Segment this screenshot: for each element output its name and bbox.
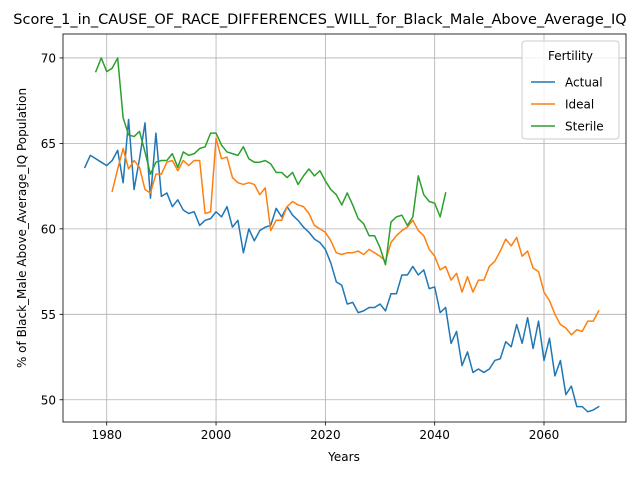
y-tick-label: 60 [41,222,56,236]
x-tick-label: 2000 [201,428,232,442]
series-line-ideal [111,137,600,336]
x-tick-label: 2040 [419,428,450,442]
legend: Fertility Actual Ideal Sterile [521,40,620,140]
legend-title: Fertility [548,49,593,63]
y-tick-label: 65 [41,137,56,151]
legend-items: Actual Ideal Sterile [531,76,604,134]
legend-label-sterile: Sterile [565,120,604,134]
y-tick-label: 50 [41,393,56,407]
legend-label-ideal: Ideal [565,98,594,112]
x-tick-label: 2060 [529,428,560,442]
x-axis-label: Years [327,450,360,464]
x-axis: 1980 2000 2020 2040 2060 [91,422,559,442]
x-tick-label: 1980 [91,428,122,442]
chart-title: Score_1_in_CAUSE_OF_RACE_DIFFERENCES_WIL… [13,12,626,28]
y-tick-label: 55 [41,308,56,322]
legend-box [521,40,620,140]
series-layer [83,57,600,413]
y-axis: 50 55 60 65 70 [41,51,63,407]
series-line-actual [83,118,600,413]
y-axis-label: % of Black_Male Above_Average_IQ Populat… [15,88,29,368]
x-tick-label: 2020 [310,428,341,442]
series-line-sterile [94,57,447,266]
y-tick-label: 70 [41,51,56,65]
plot-frame [62,33,627,423]
legend-label-actual: Actual [565,76,603,90]
